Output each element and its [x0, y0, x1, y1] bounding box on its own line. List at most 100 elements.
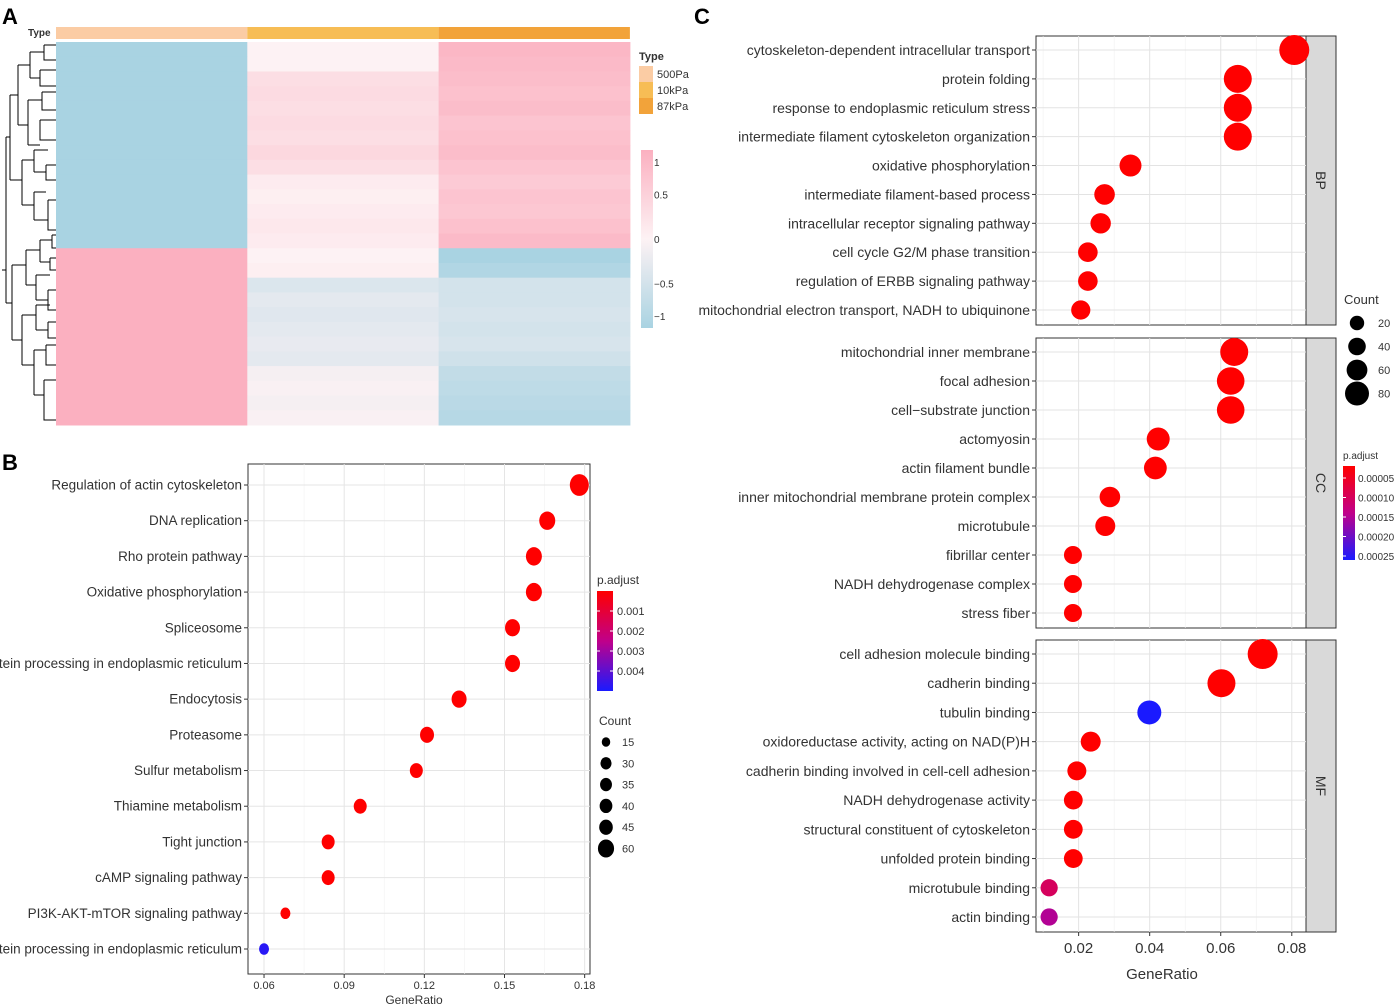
heatmap-cell [247, 336, 440, 352]
go-facet-bp: BP cytoskeleton-dependent intracellular t… [698, 35, 1337, 326]
go-count-dot-3 [1345, 381, 1369, 406]
go-dot-cc-6 [1095, 516, 1116, 536]
kegg-count-label-1: 30 [622, 758, 634, 770]
go-x-tick-label-0: 0.02 [1064, 940, 1093, 957]
kegg-y-label-2: Rho protein pathway [118, 549, 242, 564]
kegg-dot-0 [569, 474, 589, 496]
kegg-count-dot-1 [600, 757, 612, 770]
go-y-label: actin binding [951, 909, 1030, 925]
kegg-dot-8 [409, 763, 423, 779]
kegg-padj-tick-3: 0.004 [617, 666, 645, 678]
go-count-label-3: 80 [1378, 389, 1390, 401]
kegg-y-label-11: cAMP signaling pathway [95, 870, 242, 885]
heatmap-cell [56, 410, 248, 426]
kegg-y-label-10: Tight junction [162, 834, 242, 849]
go-dot-mf-3 [1080, 731, 1101, 752]
go-dot-bp-3 [1223, 122, 1252, 151]
go-count-dot-0 [1349, 315, 1365, 331]
go-y-label: actin filament bundle [902, 460, 1031, 476]
go-x-tick-label-3: 0.08 [1277, 940, 1306, 957]
heatmap-cells [56, 42, 631, 426]
heatmap-annotation-label: Type [28, 28, 51, 39]
heatmap-cell [438, 71, 631, 87]
annotation-block-0 [56, 27, 248, 39]
heatmap-cell [56, 218, 248, 234]
kegg-y-labels: Regulation of actin cytoskeleton DNA repl… [0, 478, 248, 957]
heatmap-cell [247, 100, 440, 117]
kegg-dot-11 [321, 870, 335, 886]
heatmap-cell [438, 145, 631, 161]
heatmap-cell [247, 410, 440, 426]
go-dot-bp-0 [1279, 35, 1310, 65]
go-count-legend: 20 40 60 80 [1345, 315, 1390, 406]
go-padj-tick-0: 0.00005 [1358, 474, 1395, 485]
kegg-padjust-ticks: 0.001 0.002 0.003 0.004 [597, 606, 645, 678]
heatmap-cell [438, 262, 631, 279]
go-facet-strip-label-1: CC [1313, 473, 1329, 493]
go-y-label: structural constituent of cytoskeleton [804, 821, 1030, 837]
heatmap-cell [247, 307, 440, 323]
heatmap-cell [438, 159, 631, 176]
go-y-label: regulation of ERBB signaling pathway [796, 273, 1030, 289]
go-y-label: cell adhesion molecule binding [839, 646, 1030, 662]
kegg-dot-10 [321, 834, 335, 850]
heatmap-cell [247, 159, 440, 176]
go-dot-bp-9 [1071, 300, 1091, 320]
go-padj-tick-4: 0.00025 [1358, 552, 1395, 563]
go-y-label: microtubule [958, 518, 1031, 534]
kegg-x-tick-label-4: 0.18 [574, 980, 595, 992]
heatmap-scale-tick-2: 0 [654, 235, 660, 246]
go-dot-cc-4 [1143, 456, 1167, 480]
heatmap-cell [56, 292, 248, 308]
heatmap-cell [56, 262, 248, 279]
go-y-label: NADH dehydrogenase activity [843, 792, 1030, 808]
kegg-x-axis-label: GeneRatio [385, 993, 443, 1006]
go-dot-mf-6 [1063, 819, 1083, 839]
go-padjust-legend-title: p.adjust [1343, 451, 1378, 462]
kegg-y-label-0: Regulation of actin cytoskeleton [51, 478, 242, 493]
go-dot-bp-1 [1223, 64, 1252, 93]
go-dot-mf-5 [1063, 790, 1083, 810]
heatmap-row-dendrogram [2, 44, 56, 421]
go-dot-bp-4 [1119, 154, 1142, 177]
heatmap-cell [56, 159, 248, 176]
heatmap-scale-tick-0: 1 [654, 158, 660, 169]
go-dot-bp-6 [1090, 213, 1111, 234]
heatmap-panel: Type [2, 27, 690, 426]
heatmap-color-scale [641, 150, 653, 328]
kegg-plot-background [247, 463, 591, 975]
go-padj-tick-3: 0.00020 [1358, 533, 1395, 544]
heatmap-cell [438, 130, 631, 146]
go-dot-mf-8 [1040, 879, 1058, 897]
go-dot-mf-9 [1040, 908, 1058, 926]
heatmap-cell [56, 248, 248, 264]
kegg-dot-6 [451, 690, 467, 708]
go-dot-mf-0 [1247, 639, 1278, 669]
heatmap-cell [247, 204, 440, 220]
go-y-label: cell−substrate junction [891, 402, 1030, 418]
kegg-count-label-5: 60 [622, 844, 634, 856]
go-dot-mf-2 [1137, 700, 1162, 725]
go-dot-bp-8 [1078, 271, 1098, 291]
heatmap-cell [438, 410, 631, 426]
heatmap-cell [56, 233, 248, 249]
heatmap-cell [247, 218, 440, 234]
type-legend: 500Pa 10kPa 87kPa [639, 66, 690, 114]
go-y-label: stress fiber [962, 605, 1031, 621]
go-count-legend-title: Count [1344, 292, 1379, 307]
go-y-label: intermediate filament cytoskeleton organ… [738, 129, 1030, 145]
heatmap-cell [56, 115, 248, 131]
go-dot-bp-2 [1223, 93, 1252, 122]
heatmap-cell [438, 56, 631, 72]
heatmap-scale-tick-3: −0.5 [654, 280, 674, 291]
type-legend-label-2: 87kPa [657, 101, 689, 113]
heatmap-cell [247, 277, 440, 293]
type-legend-title: Type [639, 51, 664, 63]
go-y-label: mitochondrial electron transport, NADH t… [698, 302, 1030, 318]
annotation-block-2 [438, 27, 630, 39]
go-count-label-1: 40 [1378, 342, 1390, 354]
go-facet-strip-label-2: MF [1313, 776, 1329, 796]
go-y-label: mitochondrial inner membrane [841, 344, 1030, 360]
annotation-block-1 [247, 27, 439, 39]
